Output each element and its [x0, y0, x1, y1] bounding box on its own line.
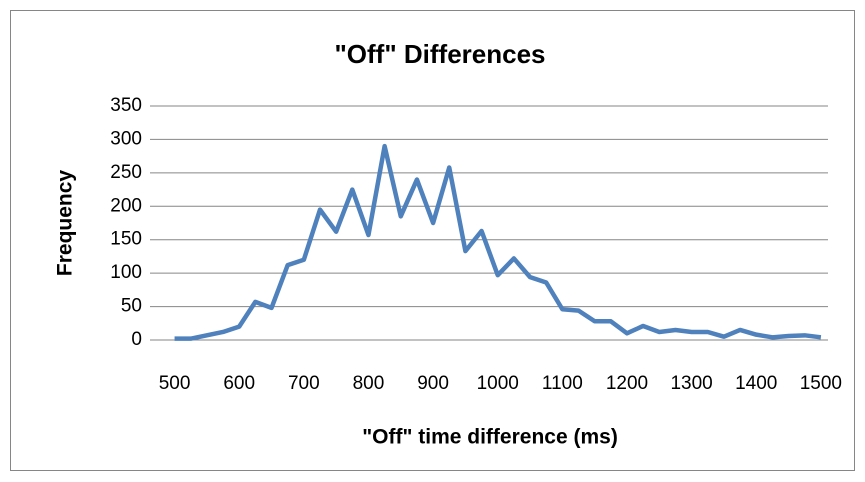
data-line [174, 143, 822, 341]
y-tick-label: 250 [110, 162, 142, 183]
x-tick-label: 1300 [670, 373, 712, 394]
x-tick-label: 800 [353, 373, 385, 394]
x-tick-label: 600 [223, 373, 255, 394]
x-tick-label: 1500 [800, 373, 842, 394]
y-tick-label: 300 [110, 128, 142, 149]
y-tick-label: 100 [110, 262, 142, 283]
y-tick-label: 50 [121, 296, 142, 317]
y-tick-label: 200 [110, 195, 142, 216]
x-axis-title: "Off" time difference (ms) [362, 426, 618, 449]
x-tick-label: 1000 [477, 373, 519, 394]
x-tick-label: 1100 [542, 373, 583, 394]
y-tick-label: 0 [131, 329, 142, 350]
chart-border [10, 10, 855, 471]
y-tick-label: 350 [110, 95, 142, 116]
y-axis-title: Frequency [54, 170, 77, 277]
y-tick-label: 150 [110, 229, 142, 250]
chart-title: "Off" Differences [334, 39, 545, 69]
x-tick-label: 500 [159, 373, 191, 394]
x-tick-label: 1400 [735, 373, 777, 394]
x-tick-label: 1200 [606, 373, 648, 394]
x-tick-label: 900 [417, 373, 449, 394]
x-tick-label: 700 [288, 373, 320, 394]
